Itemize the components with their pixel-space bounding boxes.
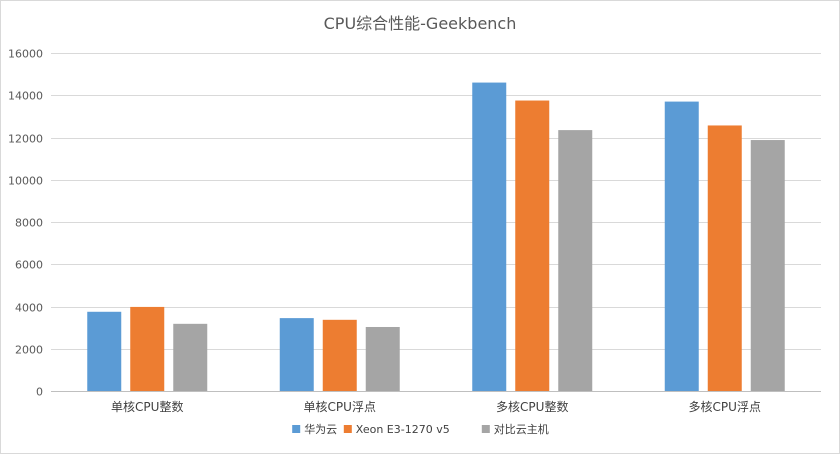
legend-label: Xeon E3-1270 v5 bbox=[356, 423, 450, 436]
y-tick-label: 0 bbox=[36, 386, 43, 399]
y-tick-label: 6000 bbox=[15, 259, 43, 272]
bar bbox=[279, 318, 314, 391]
y-tick-label: 14000 bbox=[8, 90, 43, 103]
bar bbox=[173, 323, 208, 391]
legend-label: 对比云主机 bbox=[494, 422, 549, 436]
legend-swatch bbox=[292, 425, 301, 433]
x-category-label: 单核CPU整数 bbox=[111, 399, 183, 414]
y-tick-label: 8000 bbox=[15, 217, 43, 230]
bars bbox=[87, 82, 785, 392]
y-tick-label: 12000 bbox=[8, 133, 43, 146]
y-tick-label: 4000 bbox=[15, 302, 43, 315]
gridlines bbox=[51, 53, 821, 392]
x-category-label: 单核CPU浮点 bbox=[304, 400, 376, 414]
x-category-label: 多核CPU浮点 bbox=[689, 400, 761, 414]
bar bbox=[472, 82, 507, 391]
bar bbox=[558, 130, 593, 391]
legend-label: 华为云 bbox=[304, 422, 337, 436]
y-tick-label: 10000 bbox=[8, 175, 43, 188]
bar bbox=[322, 319, 357, 391]
bar bbox=[750, 140, 785, 391]
bar bbox=[515, 100, 550, 391]
x-category-label: 多核CPU整数 bbox=[496, 399, 568, 414]
bar bbox=[664, 101, 699, 392]
x-axis-categories: 单核CPU整数 单核CPU浮点 多核CPU整数 多核CPU浮点 bbox=[111, 399, 761, 414]
bar bbox=[130, 306, 165, 391]
legend-swatch bbox=[343, 425, 352, 433]
y-tick-label: 2000 bbox=[15, 344, 43, 357]
bar bbox=[87, 311, 122, 391]
chart-title: CPU综合性能-Geekbench bbox=[324, 14, 517, 33]
bar bbox=[707, 125, 742, 392]
y-axis-ticks: 0 2000 4000 6000 8000 10000 12000 14000 16000 bbox=[8, 48, 43, 399]
legend-swatch bbox=[481, 425, 490, 433]
y-tick-label: 16000 bbox=[8, 48, 43, 61]
legend: 华为云 Xeon E3-1270 v5 对比云主机 bbox=[292, 422, 549, 436]
bar bbox=[365, 326, 400, 391]
